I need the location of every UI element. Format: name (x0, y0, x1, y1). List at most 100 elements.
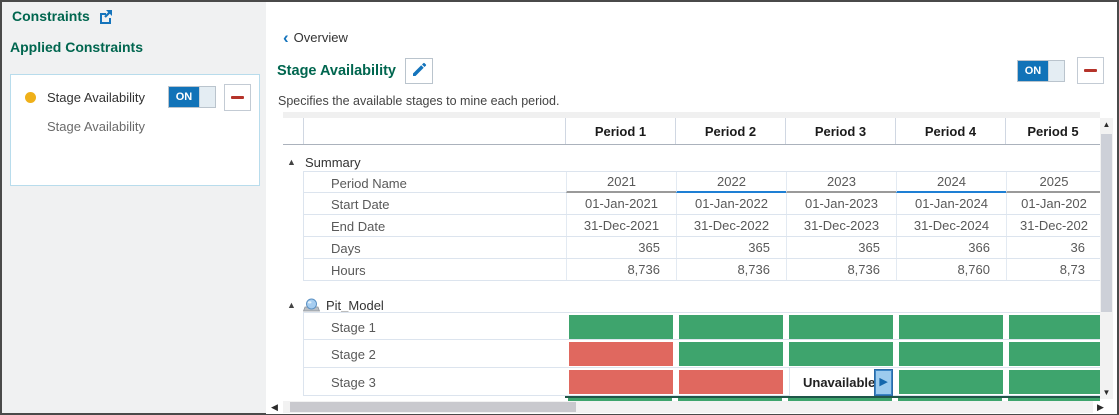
period-value-cell[interactable]: 01-Jan-202 (1006, 193, 1101, 214)
row-label: End Date (331, 218, 386, 234)
scroll-up-arrow[interactable]: ▲ (1102, 120, 1111, 129)
period-value-cell[interactable]: 01-Jan-2024 (896, 193, 1006, 214)
constraints-title: Constraints (12, 8, 90, 24)
constraint-subtitle: Stage Availability (47, 119, 146, 134)
availability-cell[interactable] (569, 315, 673, 339)
stage-availability-panel: ‹ Overview Stage Availability ON (266, 2, 1117, 414)
toggle-knob (199, 87, 215, 107)
period-value-cell[interactable]: 365 (786, 237, 896, 258)
availability-cell[interactable] (1009, 370, 1101, 394)
period-value-cell[interactable]: 01-Jan-2023 (786, 193, 896, 214)
availability-cell[interactable] (789, 315, 893, 339)
period-value-cell[interactable]: 31-Dec-202 (1006, 215, 1101, 236)
panel-controls: ON (1017, 57, 1112, 84)
clipped-cell (788, 398, 892, 401)
column-header[interactable]: Period 5 (1005, 118, 1100, 144)
period-value-cell[interactable]: 365 (676, 237, 786, 258)
period-value-cell[interactable]: 2022 (676, 172, 786, 193)
back-label: Overview (293, 30, 348, 45)
column-header[interactable]: Period 1 (565, 118, 675, 144)
vertical-scrollbar-thumb[interactable] (1101, 134, 1112, 312)
horizontal-scrollbar-thumb[interactable] (290, 402, 576, 412)
period-value-cell[interactable]: 365 (566, 237, 676, 258)
period-value-cell[interactable]: 366 (896, 237, 1006, 258)
cell-editor-value: Unavailable (803, 374, 876, 390)
period-value-cell[interactable]: 2021 (566, 172, 676, 193)
stage-label: Stage 2 (331, 346, 376, 362)
availability-cell[interactable] (569, 342, 673, 366)
period-value-cell[interactable]: 2023 (786, 172, 896, 193)
period-value-cell[interactable]: 8,736 (566, 259, 676, 280)
back-to-overview-link[interactable]: ‹ Overview (283, 27, 348, 47)
period-value-cell[interactable]: 31-Dec-2023 (786, 215, 896, 236)
unavailable-dropdown-cell[interactable]: Unavailable ▶ (789, 368, 893, 396)
availability-cell[interactable] (679, 370, 783, 394)
grid-clip-edge (565, 396, 1100, 398)
availability-cell[interactable] (899, 370, 1003, 394)
stage-availability-grid: Period 1 Period 2 Period 3 Period 4 Peri… (283, 112, 1101, 401)
period-value-cell[interactable]: 01-Jan-2022 (676, 193, 786, 214)
period-value-cell[interactable]: 8,736 (786, 259, 896, 280)
scroll-left-arrow[interactable]: ◀ (271, 402, 278, 412)
period-value-cell[interactable]: 31-Dec-2021 (566, 215, 676, 236)
period-value-cell[interactable]: 8,73 (1006, 259, 1101, 280)
availability-cell[interactable] (899, 315, 1003, 339)
open-external-icon[interactable] (98, 9, 113, 24)
row-label: Days (331, 240, 361, 256)
vertical-scrollbar[interactable]: ▲ ▼ (1100, 118, 1113, 399)
scroll-down-arrow[interactable]: ▼ (1102, 388, 1111, 397)
period-value-cell[interactable]: 31-Dec-2022 (676, 215, 786, 236)
table-row: Hours 8,736 8,736 8,736 8,760 8,73 (303, 259, 1100, 281)
toggle-on-label: ON (1018, 60, 1048, 81)
row-label: Period Name (331, 175, 407, 191)
table-row: Period Name 2021 2022 2023 2024 2025 (303, 171, 1101, 193)
clipped-cell (898, 398, 1002, 401)
collapse-triangle-icon[interactable]: ▲ (287, 300, 296, 310)
horizontal-scrollbar-track[interactable] (283, 401, 1093, 413)
availability-cell[interactable] (1009, 315, 1101, 339)
period-value-cell[interactable]: 2025 (1006, 172, 1101, 193)
cell-dropdown-button[interactable]: ▶ (874, 368, 893, 396)
availability-cell[interactable] (789, 342, 893, 366)
remove-panel-button[interactable] (1077, 57, 1104, 84)
column-header[interactable]: Period 2 (675, 118, 785, 144)
availability-cell[interactable] (569, 370, 673, 394)
column-header[interactable]: Period 4 (895, 118, 1005, 144)
period-value-cell[interactable]: 8,736 (676, 259, 786, 280)
stage-label: Stage 1 (331, 319, 376, 335)
period-value-cell[interactable]: 36 (1006, 237, 1101, 258)
collapse-triangle-icon[interactable]: ▲ (287, 157, 296, 167)
edit-name-button[interactable] (405, 58, 433, 84)
pencil-icon (411, 62, 427, 81)
row-label: Hours (331, 262, 366, 278)
pit-model-group-row[interactable]: ▲ Pit_Model (283, 296, 1100, 314)
stage-label: Stage 3 (331, 374, 376, 390)
horizontal-scrollbar[interactable]: ◀ ▶ (266, 401, 1117, 414)
availability-cell[interactable] (899, 342, 1003, 366)
availability-cell[interactable] (679, 342, 783, 366)
chevron-left-icon: ‹ (283, 27, 289, 47)
period-value-cell[interactable]: 8,760 (896, 259, 1006, 280)
availability-cell[interactable] (679, 315, 783, 339)
availability-cell[interactable] (1009, 342, 1101, 366)
group-label: Summary (305, 154, 361, 170)
column-header[interactable]: Period 3 (785, 118, 895, 144)
clipped-cell (678, 398, 782, 401)
period-value-cell[interactable]: 31-Dec-2024 (896, 215, 1006, 236)
period-value-cell[interactable]: 2024 (896, 172, 1006, 193)
grid-header-row: Period 1 Period 2 Period 3 Period 4 Peri… (283, 118, 1100, 145)
panel-on-toggle[interactable]: ON (1017, 59, 1065, 82)
clipped-cell (1008, 398, 1100, 401)
header-corner-cell (283, 118, 303, 144)
constraint-on-toggle[interactable]: ON (168, 86, 216, 108)
group-label: Pit_Model (326, 297, 384, 313)
scroll-right-arrow[interactable]: ▶ (1097, 402, 1104, 412)
constraint-card[interactable]: Stage Availability ON Stage Availability (10, 74, 260, 186)
period-value-cell[interactable]: 01-Jan-2021 (566, 193, 676, 214)
remove-constraint-button[interactable] (224, 83, 251, 111)
toggle-on-label: ON (169, 87, 199, 107)
clipped-cell (568, 398, 672, 401)
toggle-knob (1048, 60, 1064, 81)
summary-group-row[interactable]: ▲ Summary (283, 153, 1100, 171)
